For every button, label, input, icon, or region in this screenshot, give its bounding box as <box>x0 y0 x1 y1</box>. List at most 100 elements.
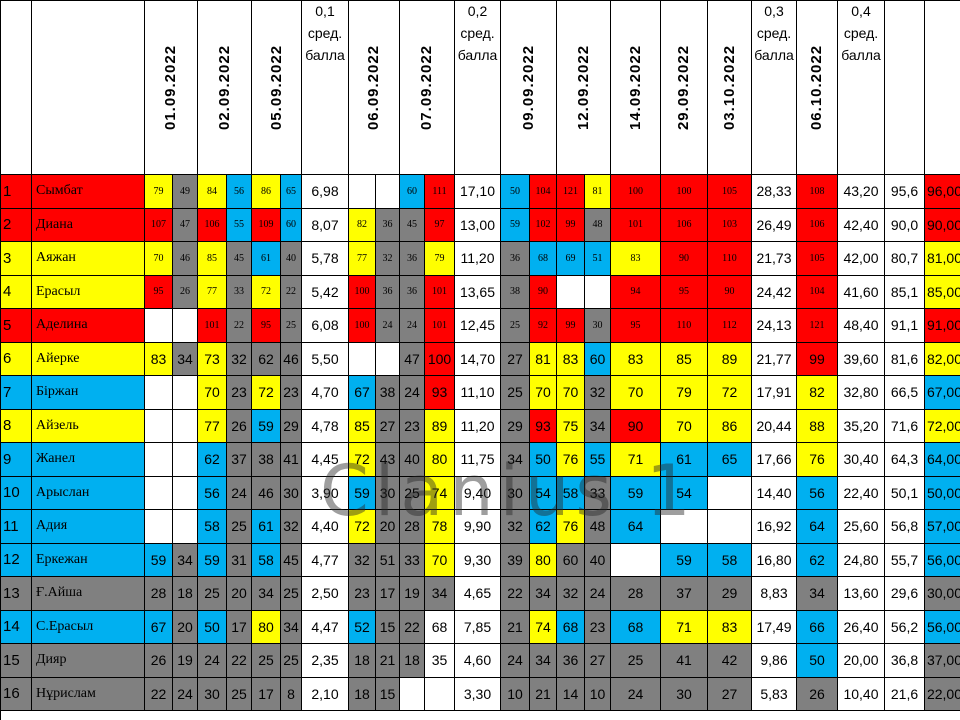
score-cell: 24 <box>400 309 425 343</box>
score-cell: 60 <box>557 543 585 577</box>
score-cell: 58 <box>557 476 585 510</box>
score-cell: 26 <box>173 275 198 309</box>
score-cell: 18 <box>173 577 198 611</box>
score-cell: 66 <box>797 610 838 644</box>
score-cell: 80,7 <box>885 242 925 276</box>
score-cell: 50 <box>530 443 557 477</box>
score-cell: 24 <box>611 677 661 711</box>
score-cell: 24 <box>585 577 611 611</box>
score-cell: 112 <box>708 309 752 343</box>
score-cell: 51 <box>376 543 400 577</box>
score-cell: 95,6 <box>885 175 925 209</box>
score-cell: 10 <box>585 677 611 711</box>
header-date-d05: 05.09.2022 <box>252 0 302 175</box>
score-cell: 30 <box>585 309 611 343</box>
student-name: Дияр <box>32 644 145 678</box>
score-cell: 17,10 <box>455 175 501 209</box>
header-date-label: 07.09.2022 <box>418 44 436 130</box>
score-cell: 21,77 <box>752 342 797 376</box>
score-cell: 81 <box>585 175 611 209</box>
score-cell: 67 <box>349 376 376 410</box>
score-cell: 19 <box>400 577 425 611</box>
score-cell: 23 <box>227 376 252 410</box>
row-index: 11 <box>0 510 32 544</box>
score-cell <box>173 309 198 343</box>
score-cell: 36 <box>557 644 585 678</box>
score-cell: 81 <box>530 342 557 376</box>
score-cell: 103 <box>708 208 752 242</box>
score-cell: 25,60 <box>838 510 885 544</box>
score-cell: 95 <box>145 275 173 309</box>
score-cell: 4,70 <box>302 376 349 410</box>
score-cell: 13,00 <box>455 208 501 242</box>
score-cell: 111 <box>425 175 455 209</box>
score-cell: 58 <box>252 543 281 577</box>
row-index: 16 <box>0 677 32 711</box>
score-cell: 50 <box>198 610 227 644</box>
score-cell: 24,13 <box>752 309 797 343</box>
score-cell: 36,8 <box>885 644 925 678</box>
row-index: 5 <box>0 309 32 343</box>
score-cell: 46 <box>252 476 281 510</box>
score-cell: 100 <box>611 175 661 209</box>
score-cell: 4,77 <box>302 543 349 577</box>
score-cell: 71 <box>661 610 708 644</box>
score-cell: 90,00 <box>925 208 960 242</box>
score-cell: 4,40 <box>302 510 349 544</box>
score-cell: 23 <box>400 409 425 443</box>
score-cell: 22 <box>400 610 425 644</box>
row-index: 15 <box>0 644 32 678</box>
score-cell: 60 <box>585 342 611 376</box>
score-cell: 64,00 <box>925 443 960 477</box>
score-cell <box>708 510 752 544</box>
score-cell: 25 <box>198 577 227 611</box>
row-index: 10 <box>0 476 32 510</box>
score-cell: 10 <box>501 677 530 711</box>
header-index-blank <box>0 0 32 175</box>
score-cell: 35,20 <box>838 409 885 443</box>
score-cell: 70 <box>611 376 661 410</box>
score-cell: 21,6 <box>885 677 925 711</box>
score-cell: 20 <box>227 577 252 611</box>
score-cell <box>557 275 585 309</box>
header-date-label: 02.09.2022 <box>216 44 234 130</box>
row-index: 9 <box>0 443 32 477</box>
score-cell: 13,65 <box>455 275 501 309</box>
score-cell: 28 <box>611 577 661 611</box>
score-cell: 29,6 <box>885 577 925 611</box>
score-cell: 109 <box>252 208 281 242</box>
header-name-blank <box>32 0 145 175</box>
score-cell: 85,00 <box>925 275 960 309</box>
score-cell: 36 <box>376 208 400 242</box>
score-cell: 56,00 <box>925 543 960 577</box>
header-date-label: 01.09.2022 <box>162 44 180 130</box>
score-cell: 41 <box>281 443 302 477</box>
table-top-border <box>0 0 960 1</box>
score-cell: 30 <box>661 677 708 711</box>
score-cell: 38 <box>501 275 530 309</box>
score-cell: 78 <box>425 510 455 544</box>
score-cell: 101 <box>198 309 227 343</box>
score-cell <box>585 275 611 309</box>
score-cell: 56,00 <box>925 610 960 644</box>
score-cell: 85 <box>661 342 708 376</box>
score-cell: 91,1 <box>885 309 925 343</box>
score-cell: 28 <box>145 577 173 611</box>
score-cell: 23 <box>349 577 376 611</box>
score-cell: 99 <box>557 208 585 242</box>
score-cell: 37 <box>661 577 708 611</box>
score-cell: 38 <box>252 443 281 477</box>
score-cell: 8 <box>281 677 302 711</box>
score-cell: 48 <box>585 208 611 242</box>
score-cell: 79 <box>661 376 708 410</box>
score-cell: 69 <box>557 242 585 276</box>
score-cell: 52 <box>349 610 376 644</box>
score-cell: 30 <box>198 677 227 711</box>
score-cell: 54 <box>661 476 708 510</box>
score-cell: 9,40 <box>455 476 501 510</box>
score-cell: 62 <box>198 443 227 477</box>
score-cell: 14 <box>557 677 585 711</box>
score-cell: 83 <box>611 242 661 276</box>
score-cell: 22 <box>281 275 302 309</box>
score-cell: 100 <box>349 275 376 309</box>
